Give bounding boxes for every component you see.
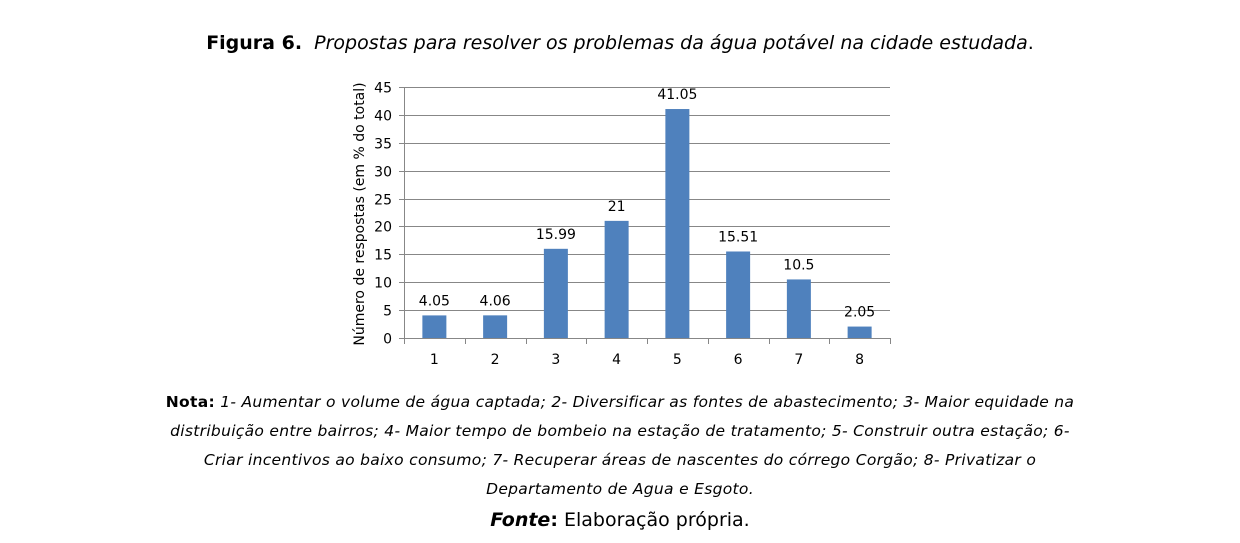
bar	[543, 248, 568, 338]
bar	[665, 109, 690, 338]
data-label: 2.05	[844, 305, 875, 321]
bar	[847, 326, 872, 338]
data-label: 10.5	[783, 257, 814, 273]
bar	[726, 251, 751, 338]
figure-note: Nota: 1- Aumentar o volume de água capta…	[150, 388, 1090, 504]
y-tick-label: 10	[374, 276, 392, 292]
y-tick-label: 20	[374, 220, 392, 236]
bars	[422, 109, 872, 338]
data-label: 4.06	[480, 293, 511, 309]
bar	[786, 279, 811, 338]
y-tick-label: 15	[374, 248, 392, 264]
y-tick-label: 0	[383, 332, 392, 348]
figure-source: Fonte: Elaboração própria.	[0, 507, 1240, 533]
source-text: Elaboração própria.	[563, 509, 750, 531]
y-tick-label: 5	[383, 304, 392, 320]
x-tick-label: 1	[430, 352, 439, 368]
x-tick-label: 7	[794, 352, 803, 368]
figure-title: Figura 6. Propostas para resolver os pro…	[0, 30, 1240, 56]
bar	[483, 315, 508, 338]
y-tick-label: 40	[374, 109, 392, 125]
note-text: 1- Aumentar o volume de água captada; 2-…	[170, 393, 1075, 498]
data-label: 4.05	[419, 293, 450, 309]
y-tick-label: 30	[374, 165, 392, 181]
figure-caption-end: .	[1027, 32, 1034, 54]
x-tick-label: 4	[612, 352, 621, 368]
x-tick-label: 6	[734, 352, 743, 368]
x-tick-label: 5	[673, 352, 682, 368]
y-tick-label: 35	[374, 137, 392, 153]
x-tick-label: 8	[855, 352, 864, 368]
y-tick-label: 25	[374, 193, 392, 209]
data-labels: 4.05 4.06 15.99 21 41.05 15.51 10.5 2.05	[419, 87, 875, 321]
data-label: 41.05	[657, 87, 697, 103]
source-separator: :	[550, 509, 558, 531]
bar	[604, 220, 629, 338]
x-tick-label: 2	[491, 352, 500, 368]
figure-caption: Propostas para resolver os problemas da …	[314, 32, 1028, 54]
y-axis-label: Número de respostas (em % do total)	[352, 82, 368, 345]
figure-label: Figura 6.	[206, 32, 303, 54]
gridlines	[404, 87, 890, 311]
source-label: Fonte	[490, 509, 551, 531]
x-tick-label: 3	[551, 352, 560, 368]
data-label: 15.51	[718, 229, 758, 245]
data-label: 15.99	[536, 227, 576, 243]
y-tick-label: 45	[374, 81, 392, 97]
note-label: Nota:	[165, 393, 215, 411]
bar	[422, 315, 447, 338]
data-label: 21	[608, 199, 626, 215]
